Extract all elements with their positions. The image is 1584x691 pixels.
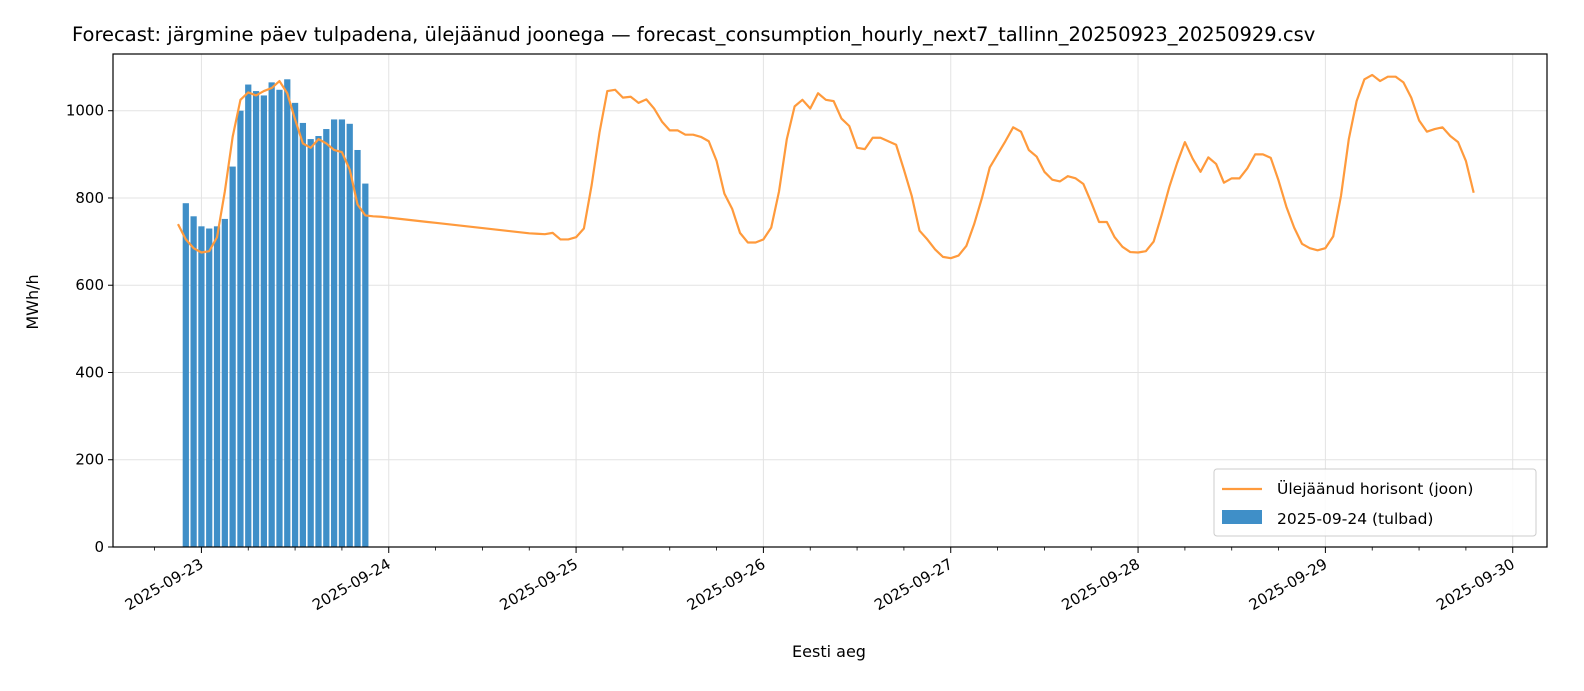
x-axis-ticks: 2025-09-23 2025-09-24 2025-09-25 2025-09-26… (122, 547, 1518, 614)
bar (206, 228, 213, 547)
x-tick-label: 2025-09-30 (1433, 555, 1518, 614)
y-tick-label: 600 (75, 276, 104, 294)
bar (252, 91, 260, 547)
bar (276, 89, 283, 548)
x-tick-label: 2025-09-28 (1059, 555, 1144, 614)
y-tick-label: 1000 (66, 102, 104, 120)
bar (346, 123, 353, 548)
x-tick-label: 2025-09-25 (497, 555, 582, 614)
bar (190, 216, 197, 547)
y-axis-label: MWh/h (23, 274, 42, 329)
bar (323, 129, 330, 547)
legend: Ülejäänud horisont (joon) 2025-09-24 (tu… (1213, 468, 1537, 537)
x-axis-label: Eesti aeg (792, 642, 866, 661)
bar (354, 149, 361, 547)
bar (291, 102, 299, 548)
chart-title: Forecast: järgmine päev tulpadena, ülejä… (72, 23, 1315, 46)
bar (268, 82, 275, 548)
bar (245, 84, 252, 547)
y-tick-label: 200 (75, 451, 104, 469)
y-axis-ticks: 0 200 400 600 800 1000 (66, 102, 113, 556)
y-tick-label: 400 (75, 363, 104, 381)
y-tick-label: 0 (94, 538, 104, 556)
line-path (177, 73, 1475, 260)
legend-line-label: Ülejäänud horisont (joon) (1277, 479, 1473, 498)
bar (221, 218, 228, 547)
bar (237, 110, 244, 548)
bar (362, 183, 369, 547)
bar (315, 136, 322, 547)
plot-frame (112, 53, 1548, 548)
y-tick-label: 800 (75, 189, 104, 207)
bar (198, 226, 205, 548)
x-tick-label: 2025-09-24 (309, 555, 394, 614)
legend-bar-swatch (1222, 510, 1262, 524)
bar (229, 166, 236, 547)
bar (284, 79, 291, 547)
x-tick-label: 2025-09-26 (684, 555, 769, 614)
bar (299, 122, 307, 548)
bar (307, 139, 314, 547)
bar (213, 226, 221, 548)
x-tick-label: 2025-09-29 (1246, 555, 1331, 614)
bar (260, 95, 267, 547)
x-tick-label: 2025-09-23 (122, 555, 207, 614)
legend-box (1213, 468, 1537, 537)
bar (330, 119, 338, 547)
x-tick-label: 2025-09-27 (871, 555, 956, 614)
line-series (177, 73, 1475, 260)
bar (338, 119, 346, 547)
bar-series (182, 79, 369, 548)
bar (182, 203, 189, 547)
legend-bar-label: 2025-09-24 (tulbad) (1277, 510, 1433, 528)
